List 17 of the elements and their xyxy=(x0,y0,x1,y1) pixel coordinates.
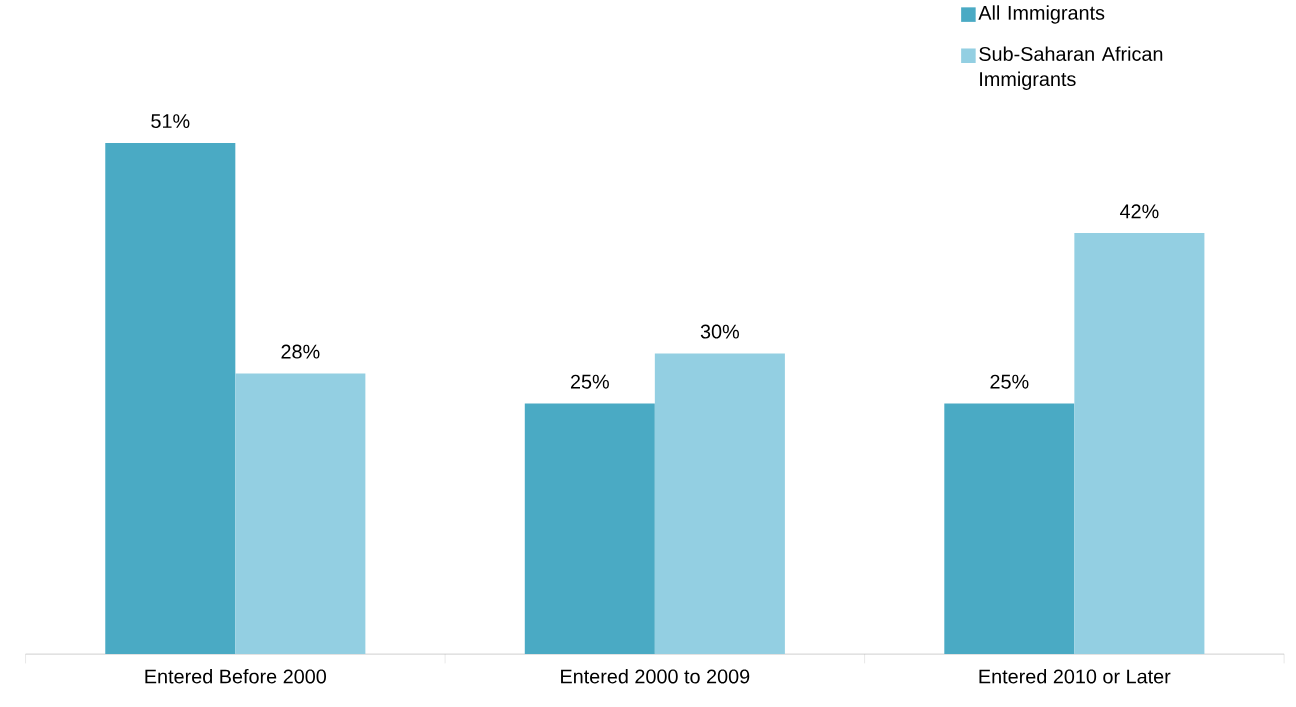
data-label: 25% xyxy=(570,374,609,389)
data-label: 42% xyxy=(1119,204,1159,219)
legend-label: Sub-Saharan African Immigrants xyxy=(979,46,1163,91)
x-tick-label: Entered 2000 to 2009 xyxy=(561,668,750,684)
bar xyxy=(524,403,655,655)
x-tick-label: Entered 2010 or Later xyxy=(979,668,1171,684)
x-tick-label: Entered Before 2000 xyxy=(145,668,326,684)
data-label: 51% xyxy=(151,114,190,129)
bar xyxy=(235,373,366,655)
bar xyxy=(105,142,236,655)
data-label: 25% xyxy=(990,374,1029,389)
bar xyxy=(1074,233,1205,655)
legend-label: All Immigrants xyxy=(978,5,1105,24)
bar xyxy=(944,403,1075,655)
bar xyxy=(654,353,785,655)
data-label: 30% xyxy=(700,324,739,339)
data-label: 28% xyxy=(281,344,320,359)
